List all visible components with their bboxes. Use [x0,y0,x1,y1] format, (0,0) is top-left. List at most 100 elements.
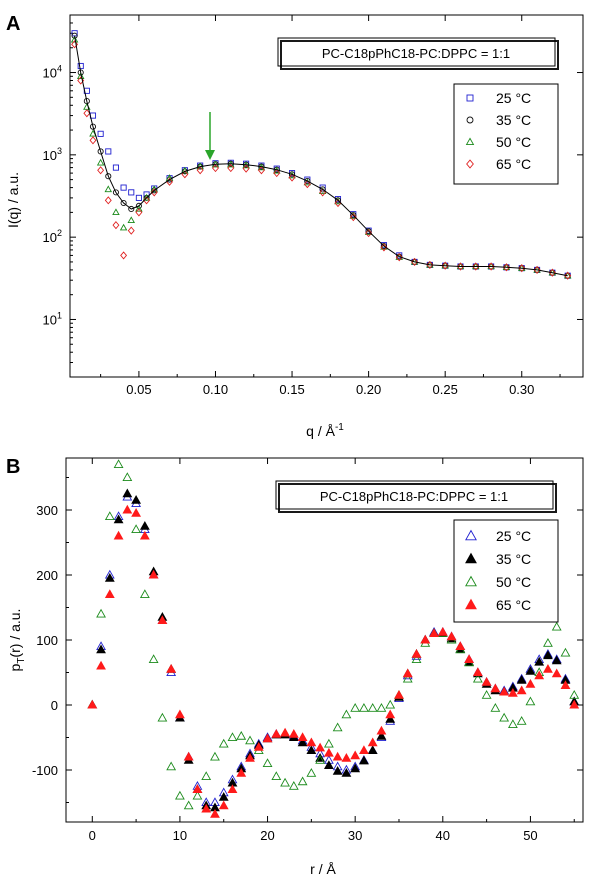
data-point [76,72,85,79]
data-point [150,188,158,197]
data-point [120,251,128,260]
data-point [112,164,119,171]
data-point [481,677,492,686]
data-point [402,673,413,683]
data-point [97,166,105,175]
data-point [564,271,572,280]
data-point [499,686,510,696]
legend-marker [465,575,477,587]
data-point [429,628,439,638]
data-point [218,792,229,801]
data-point [341,753,352,762]
data-point [139,589,150,599]
data-point [297,737,308,747]
data-point [201,771,212,781]
data-point [472,673,483,683]
data-point [135,208,143,217]
data-point [280,777,290,787]
data-point [516,675,527,684]
panel-b: B 0 10 20 30 40 50 -100 0 100 200 300 pT(r) / a.u.… [6,456,584,877]
data-point [262,733,273,743]
legend-label: 25 °C [496,528,531,544]
data-point [166,761,177,771]
data-point [376,703,387,712]
data-point [306,768,317,777]
plot-b-ylabel-sub: T [16,658,27,664]
data-point [128,205,135,213]
data-point [71,40,79,49]
data-point [472,262,480,271]
y-tick-label: 0 [51,698,58,713]
data-point [236,768,247,777]
plot-b-title-box-shadow [278,483,557,513]
data-point [218,800,229,810]
series-3 [71,40,572,280]
data-point [70,35,79,43]
data-point [131,495,142,504]
x-tick-label: 0.10 [203,382,228,397]
data-point [359,703,369,712]
data-point [304,178,311,185]
data-point [113,459,124,469]
data-point [350,750,361,760]
data-point [210,808,220,818]
data-point [210,751,220,761]
plot-a-axes: 0.05 0.10 0.15 0.20 0.25 0.30 [70,14,583,397]
legend-marker [465,552,477,564]
y-tick-label: 300 [36,503,58,518]
data-point [472,667,483,677]
data-point [341,768,352,777]
x-tick-label: 10 [173,828,187,843]
data-point [306,737,317,747]
y-tick-label: 102 [43,228,62,245]
data-point [253,742,264,751]
data-point [560,647,571,657]
data-point [507,688,518,697]
data-point [227,732,238,742]
data-point [323,738,334,748]
data-point [380,243,388,252]
data-point [543,650,553,660]
x-tick-label: 0.05 [126,382,151,397]
x-tick-label: 0.20 [356,382,381,397]
data-point [112,208,120,216]
data-point [499,712,510,722]
data-point [569,690,580,699]
plot-a-marks [70,30,572,280]
data-point [242,164,250,173]
data-point [490,703,501,712]
data-point [165,174,174,181]
data-point [104,573,115,582]
data-point [525,665,536,675]
data-point [104,511,115,521]
data-point [192,784,203,794]
data-point [543,638,553,647]
data-point [105,173,112,180]
y-tick-label: 101 [43,310,62,327]
fit-curve [74,35,568,277]
data-point [341,709,352,719]
legend-marker [465,137,475,146]
data-point [257,166,265,175]
y-tick-label: 104 [43,64,62,81]
data-point [367,737,378,747]
data-point [271,729,282,738]
plot-b-title-box [275,480,554,510]
legend-marker [466,116,474,124]
data-point [104,589,115,599]
x-tick-label: 0 [89,828,96,843]
x-tick-label: 40 [436,828,450,843]
data-point [315,755,326,764]
data-point [534,670,545,680]
data-point [96,660,106,670]
legend-label: 35 °C [496,551,531,567]
data-point [359,745,369,755]
data-point [359,755,369,765]
plot-b-xlabel: r / Å [310,861,336,877]
data-point [420,634,431,644]
data-point [516,716,527,725]
plot-a-frame [69,14,584,378]
legend-label: 50 °C [496,574,531,590]
data-point [518,264,526,273]
